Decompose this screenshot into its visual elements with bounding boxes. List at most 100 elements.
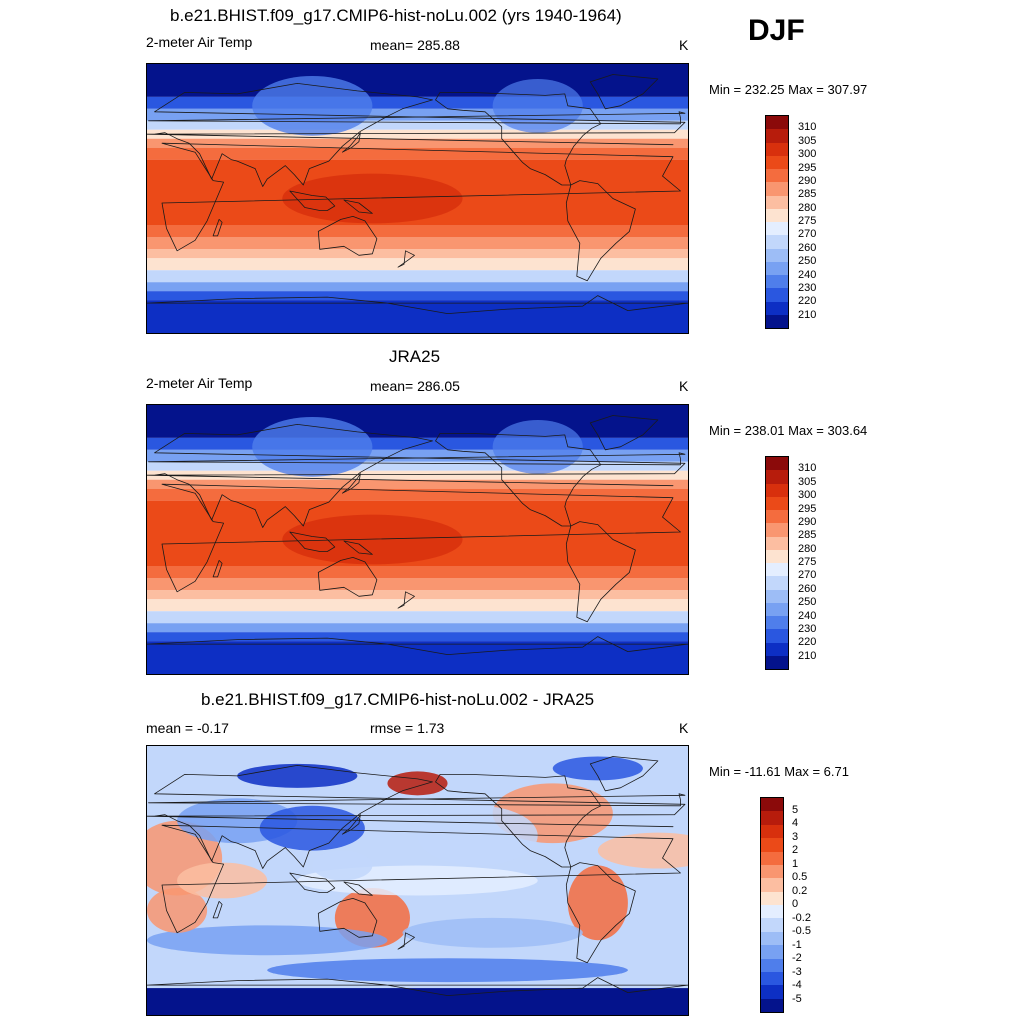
temperature-band [147, 461, 688, 471]
colorbar-swatch [766, 457, 788, 471]
coastline [589, 756, 659, 792]
colorbar-tick-label: 240 [798, 268, 817, 281]
colorbar-tick-label: 305 [798, 134, 817, 147]
colorbar-swatch [766, 589, 788, 603]
colorbar-swatch [766, 642, 788, 656]
colorbar-swatch [766, 314, 788, 328]
panel-3-map [146, 745, 689, 1016]
colorbar-tick-label: 250 [798, 596, 817, 609]
temperature-band [147, 291, 688, 301]
coastline [212, 218, 223, 237]
temperature-band [147, 237, 688, 250]
temperature-band [147, 249, 688, 259]
temperature-band [147, 479, 688, 489]
temperature-band [147, 488, 688, 501]
colorbar-tick-label: -2 [792, 952, 802, 964]
colorbar-swatch [761, 985, 783, 999]
colorbar-tick-label: -0.5 [792, 925, 811, 937]
colorbar-swatch [766, 275, 788, 289]
colorbar-swatch [761, 931, 783, 946]
colorbar-swatch [766, 655, 788, 669]
colorbar-swatch [766, 563, 788, 577]
coastline [397, 250, 415, 268]
temperature-band [147, 282, 688, 292]
panel-1-units-label: K [679, 37, 689, 53]
colorbar-swatch [766, 142, 788, 156]
panel-3-colorbar [760, 797, 784, 1013]
antarctic-negative-region [147, 988, 688, 1015]
temperature-band [147, 225, 688, 238]
map-canvas [147, 405, 688, 674]
temperature-band [147, 590, 688, 600]
colorbar-swatch [766, 222, 788, 236]
difference-patch [259, 805, 365, 851]
panel-2-title: JRA25 [389, 347, 441, 366]
coastline [565, 862, 636, 964]
colorbar-swatch [766, 629, 788, 643]
colorbar-swatch [766, 129, 788, 143]
colorbar-swatch [766, 169, 788, 183]
colorbar-swatch [766, 536, 788, 550]
temperature-band [147, 258, 688, 271]
panel-2-units-label: K [679, 378, 689, 394]
temperature-band [147, 599, 688, 612]
difference-patch [567, 865, 628, 941]
difference-patch [312, 850, 373, 881]
coastline [289, 531, 336, 552]
colorbar-tick-label: -3 [792, 965, 802, 978]
colorbar-tick-label: -4 [792, 979, 802, 991]
coastline [317, 897, 378, 938]
coastline [435, 432, 602, 527]
temperature-band [147, 108, 688, 121]
panel-2-variable-label: 2-meter Air Temp [146, 375, 253, 391]
colorbar-swatch [766, 288, 788, 302]
coastline [317, 215, 378, 256]
coastline [397, 932, 415, 950]
colorbar-swatch [766, 261, 788, 275]
colorbar-swatch [761, 918, 783, 932]
difference-patch [177, 862, 268, 899]
colorbar-swatch [766, 483, 788, 497]
colorbar-tick-label: 295 [798, 161, 817, 174]
coastline [147, 295, 688, 315]
colorbar-swatch [761, 824, 783, 839]
coastline [161, 142, 681, 252]
coastline [565, 180, 636, 282]
temperature-band [147, 611, 688, 624]
colorbar-swatch [766, 602, 788, 616]
coastline [289, 872, 336, 893]
temperature-band [147, 120, 688, 130]
panel-3-minmax: Min = -11.61 Max = 6.71 [709, 764, 849, 779]
season-label: DJF [748, 14, 805, 47]
colorbar-tick-label: 0 [792, 898, 799, 910]
colorbar-tick-label: 300 [798, 148, 817, 161]
difference-patch [417, 805, 538, 866]
colorbar-swatch [761, 945, 783, 959]
temperature-band [147, 270, 688, 283]
colorbar-tick-label: 250 [798, 255, 817, 268]
difference-patch [552, 756, 643, 781]
colorbar-tick-label: 285 [798, 188, 817, 201]
cold-siberia-region [252, 75, 373, 136]
colorbar-tick-label: 1 [792, 857, 799, 870]
colorbar-swatch [766, 510, 788, 524]
colorbar-tick-label: 270 [798, 569, 817, 582]
temperature-band [147, 96, 688, 109]
temperature-band [147, 623, 688, 633]
panel-2-map [146, 404, 689, 675]
colorbar-swatch [761, 838, 783, 852]
coastline [161, 824, 681, 934]
colorbar-swatch [761, 851, 783, 865]
colorbar-tick-label: 260 [798, 582, 817, 595]
coastline [147, 82, 686, 187]
colorbar-swatch [766, 155, 788, 169]
colorbar-swatch [761, 878, 783, 892]
colorbar-swatch [766, 523, 788, 537]
colorbar-swatch [761, 864, 783, 879]
colorbar-swatch [766, 208, 788, 222]
coastline [565, 521, 636, 623]
colorbar-tick-label: 295 [798, 502, 817, 515]
colorbar-tick-label: 285 [798, 529, 817, 542]
temperature-band [147, 566, 688, 579]
panel-1-mean-label: mean= 285.88 [370, 37, 460, 53]
